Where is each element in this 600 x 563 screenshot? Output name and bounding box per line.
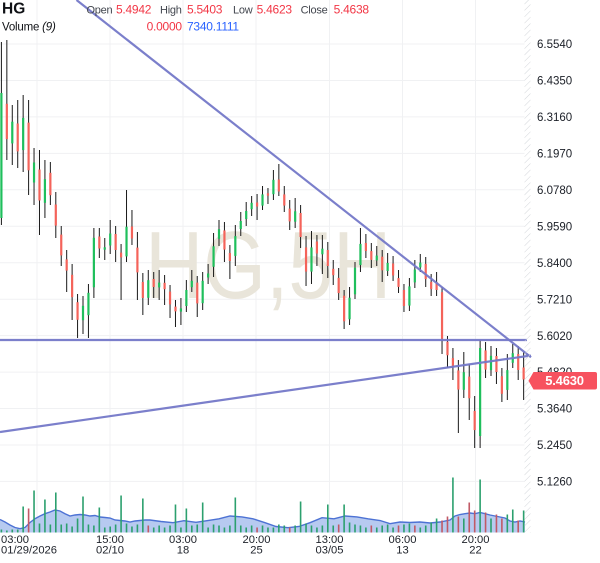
svg-text:5.4630: 5.4630 (545, 373, 584, 388)
svg-text:5.3640: 5.3640 (537, 404, 572, 416)
svg-text:High: High (160, 5, 182, 17)
svg-text:5.8400: 5.8400 (537, 258, 572, 270)
svg-text:20:00: 20:00 (243, 534, 271, 546)
svg-text:06:00: 06:00 (389, 534, 417, 546)
svg-text:02/10: 02/10 (96, 545, 124, 557)
svg-text:7340.1111: 7340.1111 (187, 20, 239, 34)
svg-text:13:00: 13:00 (316, 534, 344, 546)
svg-text:03/05: 03/05 (316, 545, 344, 557)
svg-text:5.7210: 5.7210 (537, 294, 572, 306)
svg-text:Low: Low (233, 5, 253, 17)
svg-text:HG,5H: HG,5H (145, 211, 391, 318)
svg-text:5.9590: 5.9590 (537, 221, 572, 233)
svg-text:6.5540: 6.5540 (537, 39, 572, 51)
svg-text:5.6020: 5.6020 (537, 331, 572, 343)
svg-text:22: 22 (469, 545, 481, 557)
svg-text:5.4942: 5.4942 (116, 3, 152, 17)
svg-text:5.5403: 5.5403 (187, 3, 223, 17)
svg-text:25: 25 (250, 545, 262, 557)
svg-text:Volume (9): Volume (9) (2, 22, 56, 34)
svg-text:5.4638: 5.4638 (334, 3, 370, 17)
svg-text:6.4350: 6.4350 (537, 76, 572, 88)
svg-text:15:00: 15:00 (96, 534, 124, 546)
svg-text:18: 18 (177, 545, 189, 557)
svg-text:6.3160: 6.3160 (537, 112, 572, 124)
svg-text:5.1260: 5.1260 (537, 477, 572, 489)
svg-text:20:00: 20:00 (462, 534, 490, 546)
svg-text:03:00: 03:00 (1, 534, 29, 546)
svg-text:6.0780: 6.0780 (537, 185, 572, 197)
svg-text:5.2450: 5.2450 (537, 440, 572, 452)
svg-text:6.1970: 6.1970 (537, 149, 572, 161)
svg-text:HG: HG (2, 1, 25, 18)
svg-text:0.0000: 0.0000 (147, 20, 183, 34)
svg-text:Close: Close (301, 5, 328, 17)
svg-text:Open: Open (87, 5, 113, 17)
svg-text:03:00: 03:00 (169, 534, 197, 546)
svg-text:13: 13 (396, 545, 408, 557)
svg-text:5.4623: 5.4623 (257, 3, 293, 17)
svg-text:01/29/2026: 01/29/2026 (1, 545, 57, 557)
